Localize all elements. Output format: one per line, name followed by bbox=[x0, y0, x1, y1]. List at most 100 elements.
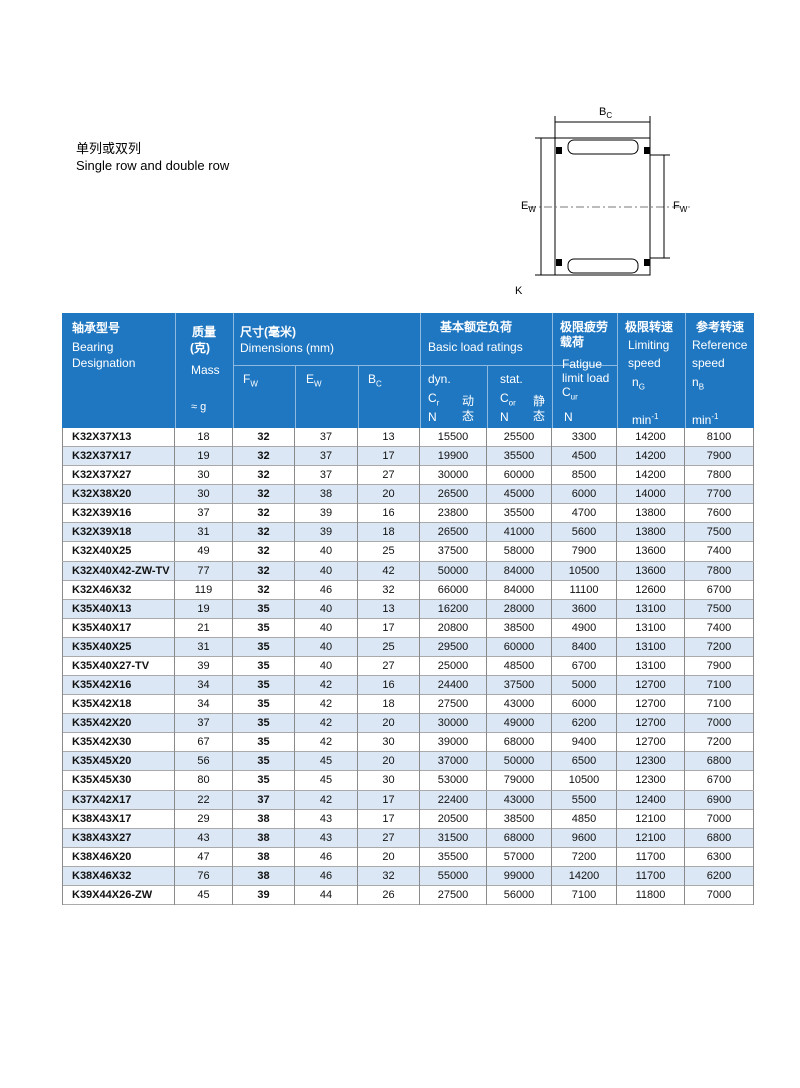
table-cell: 21 bbox=[175, 618, 233, 638]
table-cell: 10500 bbox=[552, 771, 617, 791]
table-cell: 40 bbox=[295, 656, 358, 676]
col-cn: 载荷 bbox=[560, 335, 585, 349]
table-cell: 77 bbox=[175, 561, 233, 581]
col-cn: 态 bbox=[533, 409, 546, 423]
sym-sub: G bbox=[638, 382, 645, 392]
table-cell: 50000 bbox=[487, 752, 552, 772]
table-cell: 35500 bbox=[487, 504, 552, 524]
table-cell: K35X45X20 bbox=[62, 752, 175, 772]
table-cell: 13600 bbox=[617, 542, 685, 562]
table-row: K32X40X25 49 32 40 25 37500 58000 7900 13600 7400 bbox=[62, 542, 754, 562]
table-cell: 35 bbox=[233, 637, 295, 657]
table-cell: 41000 bbox=[487, 523, 552, 543]
table-cell: 31 bbox=[175, 523, 233, 543]
table-row: K35X40X17 21 35 40 17 20800 38500 4900 13100 7400 bbox=[62, 618, 754, 638]
table-cell: 39 bbox=[295, 523, 358, 543]
col-cn: 质量 bbox=[192, 325, 217, 339]
table-cell: K35X40X17 bbox=[62, 618, 175, 638]
table-cell: 13 bbox=[358, 599, 420, 619]
table-cell: 3600 bbox=[552, 599, 617, 619]
table-cell: K35X42X20 bbox=[62, 714, 175, 734]
col-sub: FW bbox=[243, 372, 258, 391]
col-unit: N bbox=[564, 410, 573, 424]
table-cell: 26 bbox=[358, 885, 420, 905]
table-cell: 13600 bbox=[617, 561, 685, 581]
table-cell: 32 bbox=[233, 466, 295, 486]
col-unit: min-1 bbox=[692, 410, 718, 427]
table-cell: 9400 bbox=[552, 733, 617, 753]
sym-sub: C bbox=[376, 379, 382, 389]
table-cell: 55000 bbox=[420, 866, 487, 886]
table-cell: 20 bbox=[358, 752, 420, 772]
bearing-diagram bbox=[528, 116, 690, 276]
sym-sub: ur bbox=[570, 392, 578, 402]
table-cell: 11700 bbox=[617, 847, 685, 867]
table-cell: 32 bbox=[358, 580, 420, 600]
table-cell: 40 bbox=[295, 637, 358, 657]
table-row: K32X39X18 31 32 39 18 26500 41000 5600 13800 7500 bbox=[62, 523, 754, 543]
table-cell: 35 bbox=[233, 599, 295, 619]
table-cell: 12700 bbox=[617, 676, 685, 696]
table-cell: 32 bbox=[233, 447, 295, 467]
col-cn: 动 bbox=[462, 394, 475, 408]
table-cell: 12100 bbox=[617, 828, 685, 848]
table-cell: 6200 bbox=[685, 866, 754, 886]
table-cell: 37 bbox=[295, 466, 358, 486]
table-cell: 42 bbox=[358, 561, 420, 581]
table-cell: K32X46X32 bbox=[62, 580, 175, 600]
table-cell: 25 bbox=[358, 637, 420, 657]
table-cell: 46 bbox=[295, 847, 358, 867]
col-en: Designation bbox=[72, 356, 136, 370]
unit: min bbox=[632, 413, 652, 427]
sym-sub: r bbox=[436, 398, 440, 408]
table-row: K35X42X20 37 35 42 20 30000 49000 6200 12700 7000 bbox=[62, 714, 754, 734]
table-row: K35X42X18 34 35 42 18 27500 43000 6000 12700 7100 bbox=[62, 695, 754, 715]
unit: min bbox=[692, 413, 712, 427]
col-sym: nB bbox=[692, 375, 704, 394]
table-cell: 7400 bbox=[685, 542, 754, 562]
table-cell: K35X40X13 bbox=[62, 599, 175, 619]
table-cell: 32 bbox=[233, 485, 295, 505]
table-cell: 32 bbox=[233, 580, 295, 600]
table-cell: 13800 bbox=[617, 523, 685, 543]
table-cell: 45 bbox=[295, 752, 358, 772]
table-cell: 30000 bbox=[420, 466, 487, 486]
table-cell: 13100 bbox=[617, 599, 685, 619]
col-sym: nG bbox=[632, 375, 645, 394]
table-cell: 7900 bbox=[685, 656, 754, 676]
table-cell: 37 bbox=[295, 447, 358, 467]
table-cell: 9600 bbox=[552, 828, 617, 848]
table-cell: 10500 bbox=[552, 561, 617, 581]
table-cell: K32X37X17 bbox=[62, 447, 175, 467]
table-cell: 7900 bbox=[685, 447, 754, 467]
col-en: speed bbox=[692, 356, 725, 370]
table-cell: 30 bbox=[175, 485, 233, 505]
sym: C bbox=[500, 391, 509, 405]
table-cell: 45000 bbox=[487, 485, 552, 505]
sym-sub: B bbox=[698, 382, 705, 392]
table-cell: 7500 bbox=[685, 599, 754, 619]
table-row: K32X38X20 30 32 38 20 26500 45000 6000 14000 7700 bbox=[62, 485, 754, 505]
table-cell: 32 bbox=[233, 542, 295, 562]
table-cell: 6700 bbox=[685, 580, 754, 600]
table-cell: 24400 bbox=[420, 676, 487, 696]
table-cell: 35500 bbox=[420, 847, 487, 867]
col-cn: 轴承型号 bbox=[72, 321, 121, 335]
table-cell: 18 bbox=[358, 695, 420, 715]
table-cell: 37000 bbox=[420, 752, 487, 772]
table-cell: 26500 bbox=[420, 523, 487, 543]
table-cell: 4850 bbox=[552, 809, 617, 829]
table-cell: 23800 bbox=[420, 504, 487, 524]
table-row: K35X40X13 19 35 40 13 16200 28000 3600 13100 7500 bbox=[62, 599, 754, 619]
table-cell: 14200 bbox=[617, 428, 685, 447]
table-cell: 30000 bbox=[420, 714, 487, 734]
table-cell: 25 bbox=[358, 542, 420, 562]
table-cell: 68000 bbox=[487, 828, 552, 848]
col-unit: min-1 bbox=[632, 410, 658, 427]
table-cell: 13100 bbox=[617, 618, 685, 638]
table-cell: K32X37X27 bbox=[62, 466, 175, 486]
table-cell: 49 bbox=[175, 542, 233, 562]
sym: F bbox=[243, 372, 251, 386]
table-cell: 19 bbox=[175, 447, 233, 467]
